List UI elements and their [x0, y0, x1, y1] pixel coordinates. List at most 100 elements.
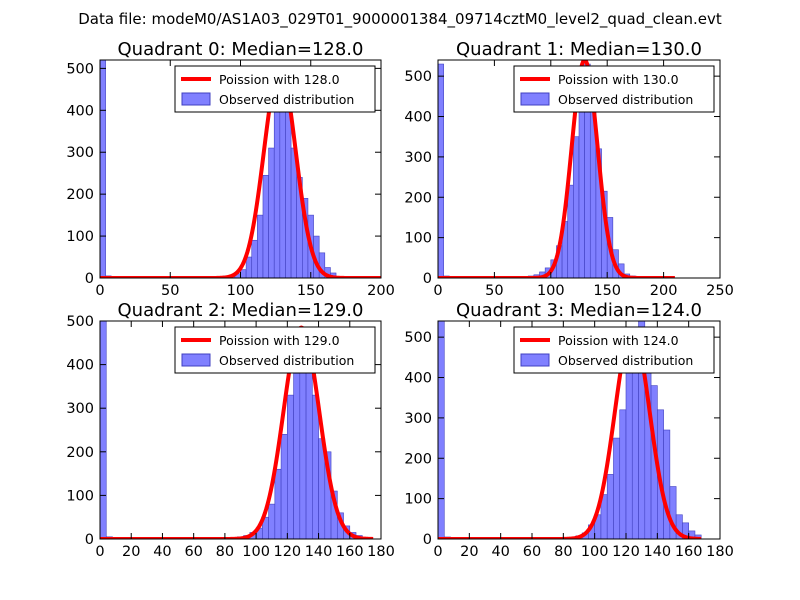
- x-tick-label: 160: [336, 544, 364, 560]
- legend-curve-label: Poission with 128.0: [219, 72, 340, 87]
- histogram-bar: [438, 321, 445, 539]
- y-tick-label: 500: [404, 330, 432, 346]
- histogram-bar: [669, 486, 677, 539]
- x-tick-label: 40: [153, 544, 171, 560]
- quadrant-1-panel: 0 50 100 150 200 250 0 100 200 300 400 500 Quadrant …: [404, 39, 734, 299]
- panel-title: Quadrant 2: Median=129.0: [118, 300, 364, 321]
- legend-hist-swatch: [520, 353, 550, 367]
- histogram-bar: [613, 437, 621, 539]
- y-tick-label: 200: [66, 187, 94, 203]
- histogram-bar: [280, 434, 288, 539]
- x-tick-label: 140: [643, 544, 671, 560]
- y-tick-label: 200: [66, 445, 94, 461]
- axes-frame: [437, 59, 721, 279]
- histogram-bar: [625, 369, 633, 539]
- y-tick-label: 300: [404, 150, 432, 166]
- histogram-bar: [619, 409, 627, 539]
- x-tick-label: 20: [460, 544, 478, 560]
- x-tick-label: 0: [433, 283, 442, 299]
- histogram-bar: [285, 110, 292, 278]
- legend-curve-label: Poission with 124.0: [558, 333, 679, 348]
- x-tick-label: 0: [95, 283, 104, 299]
- x-tick-label: 150: [297, 283, 325, 299]
- histogram-bar: [273, 97, 281, 278]
- x-tick-label: 140: [305, 544, 333, 560]
- x-tick-label: 200: [367, 283, 395, 299]
- x-tick-label: 120: [273, 544, 301, 560]
- x-tick-label: 100: [242, 544, 270, 560]
- histogram-bar: [240, 269, 247, 278]
- histogram-bar: [100, 321, 107, 539]
- y-tick-label: 500: [66, 314, 94, 330]
- x-tick-label: 20: [122, 544, 140, 560]
- axes-frame: [437, 320, 721, 540]
- histogram-bar: [438, 63, 444, 278]
- x-tick-label: 100: [227, 283, 255, 299]
- legend-curve-label: Poission with 130.0: [558, 72, 679, 87]
- plot-area: [438, 321, 703, 539]
- x-tick-label: 50: [485, 283, 503, 299]
- panel-title: Quadrant 3: Median=124.0: [456, 300, 702, 321]
- legend-hist-label: Observed distribution: [558, 353, 693, 368]
- x-tick-label: 100: [537, 283, 565, 299]
- histogram-bar: [268, 503, 276, 539]
- histogram-bar: [631, 344, 639, 539]
- legend-hist-label: Observed distribution: [558, 92, 693, 107]
- legend: Poission with 128.0 Observed distribution: [174, 65, 376, 113]
- x-tick-label: 0: [433, 544, 442, 560]
- y-tick-label: 500: [404, 69, 432, 85]
- figure-suptitle: Data file: modeM0/AS1A03_029T01_90000013…: [78, 10, 722, 29]
- y-tick-label: 400: [404, 110, 432, 126]
- y-tick-label: 0: [85, 532, 94, 548]
- y-tick-label: 500: [66, 61, 94, 77]
- y-tick-label: 0: [423, 532, 432, 548]
- y-tick-label: 100: [66, 488, 94, 504]
- x-tick-label: 180: [706, 544, 734, 560]
- x-tick-label: 80: [216, 544, 234, 560]
- y-tick-label: 400: [66, 358, 94, 374]
- x-tick-label: 40: [491, 544, 509, 560]
- y-tick-label: 200: [404, 190, 432, 206]
- legend: Poission with 124.0 Observed distribution: [513, 326, 715, 374]
- legend-hist-swatch: [181, 92, 211, 106]
- legend-curve-label: Poission with 129.0: [219, 333, 340, 348]
- histogram-bar: [312, 394, 319, 539]
- legend-hist-label: Observed distribution: [219, 353, 354, 368]
- legend-hist-swatch: [181, 353, 211, 367]
- y-tick-label: 100: [404, 492, 432, 508]
- axes-frame: [99, 320, 382, 540]
- legend-hist-label: Observed distribution: [219, 92, 354, 107]
- y-tick-label: 200: [404, 451, 432, 467]
- y-tick-label: 300: [404, 411, 432, 427]
- histogram-bar: [262, 174, 269, 278]
- histogram-bar: [606, 474, 614, 539]
- quadrant-0-panel: 0 50 100 150 200 0 100 200 300 400 500 Quadrant 0: …: [66, 39, 395, 299]
- histogram-bar: [245, 256, 253, 278]
- legend: Poission with 129.0 Observed distribution: [174, 326, 376, 374]
- x-tick-label: 180: [367, 544, 395, 560]
- histogram-bar: [274, 468, 282, 539]
- y-tick-label: 100: [404, 231, 432, 247]
- x-tick-label: 200: [650, 283, 678, 299]
- x-tick-label: 100: [581, 544, 609, 560]
- y-tick-label: 400: [404, 371, 432, 387]
- x-tick-label: 120: [612, 544, 640, 560]
- quadrant-3-panel: 0 20 40 60 80 100 120 140 160 1800100200300400500…: [404, 300, 734, 560]
- x-tick-label: 60: [523, 544, 541, 560]
- histogram-bar: [287, 394, 294, 539]
- y-tick-label: 300: [66, 401, 94, 417]
- x-tick-label: 160: [675, 544, 703, 560]
- histogram-bar: [100, 60, 106, 278]
- x-tick-label: 50: [161, 283, 179, 299]
- x-tick-label: 60: [184, 544, 202, 560]
- histogram-bar: [573, 136, 580, 278]
- y-tick-label: 0: [423, 271, 432, 287]
- x-tick-label: 0: [95, 544, 104, 560]
- x-tick-label: 150: [593, 283, 621, 299]
- legend-hist-swatch: [520, 92, 550, 106]
- quadrant-2-panel: 0 20 40 60 80 100 120 140 160 1800100200300400500…: [66, 300, 395, 560]
- legend: Poission with 130.0 Observed distribution: [513, 65, 715, 113]
- x-tick-label: 80: [554, 544, 572, 560]
